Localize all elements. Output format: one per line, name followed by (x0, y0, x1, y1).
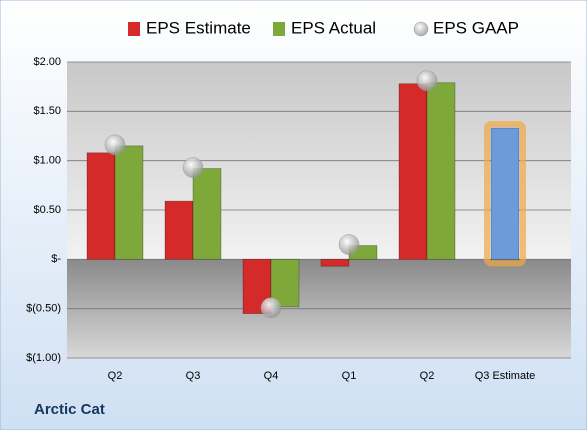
legend-swatch (273, 22, 285, 36)
bar (192, 168, 222, 260)
legend-swatch (413, 21, 429, 37)
x-tick-label: Q2 (420, 370, 435, 382)
y-tick-label: $0.50 (33, 204, 61, 216)
x-tick-label: Q3 (186, 370, 201, 382)
legend-label: EPS GAAP (433, 18, 519, 37)
x-tick-label: Q1 (342, 370, 357, 382)
gaap-marker (260, 297, 282, 318)
legend-label: EPS Estimate (146, 18, 251, 37)
bar (426, 82, 456, 260)
bar (490, 127, 520, 260)
y-tick-label: $2.00 (33, 56, 61, 68)
y-tick-label: $1.00 (33, 155, 61, 167)
gaap-marker (416, 70, 438, 91)
y-tick-label: $(1.00) (26, 352, 61, 364)
footer: Arctic Cat (34, 401, 105, 418)
x-tick-label: Q4 (264, 370, 279, 382)
gaap-marker (338, 234, 360, 255)
y-tick-label: $1.50 (33, 105, 61, 117)
y-tick-label: $- (51, 253, 61, 265)
bar (320, 258, 350, 267)
bar (398, 83, 428, 260)
highlight-glow (484, 121, 526, 267)
bar (164, 200, 194, 260)
gaap-marker (104, 134, 126, 156)
bar (114, 145, 144, 260)
bar (86, 152, 116, 260)
gaap-marker (182, 157, 204, 178)
legend: EPS Estimate EPS Actual EPS GAAP (128, 18, 519, 37)
legend-label: EPS Actual (291, 18, 376, 37)
x-tick-label: Q2 (108, 370, 123, 382)
x-tick-label: Q3 Estimate (475, 370, 536, 382)
y-tick-label: $(0.50) (26, 303, 61, 315)
legend-swatch (128, 22, 140, 36)
